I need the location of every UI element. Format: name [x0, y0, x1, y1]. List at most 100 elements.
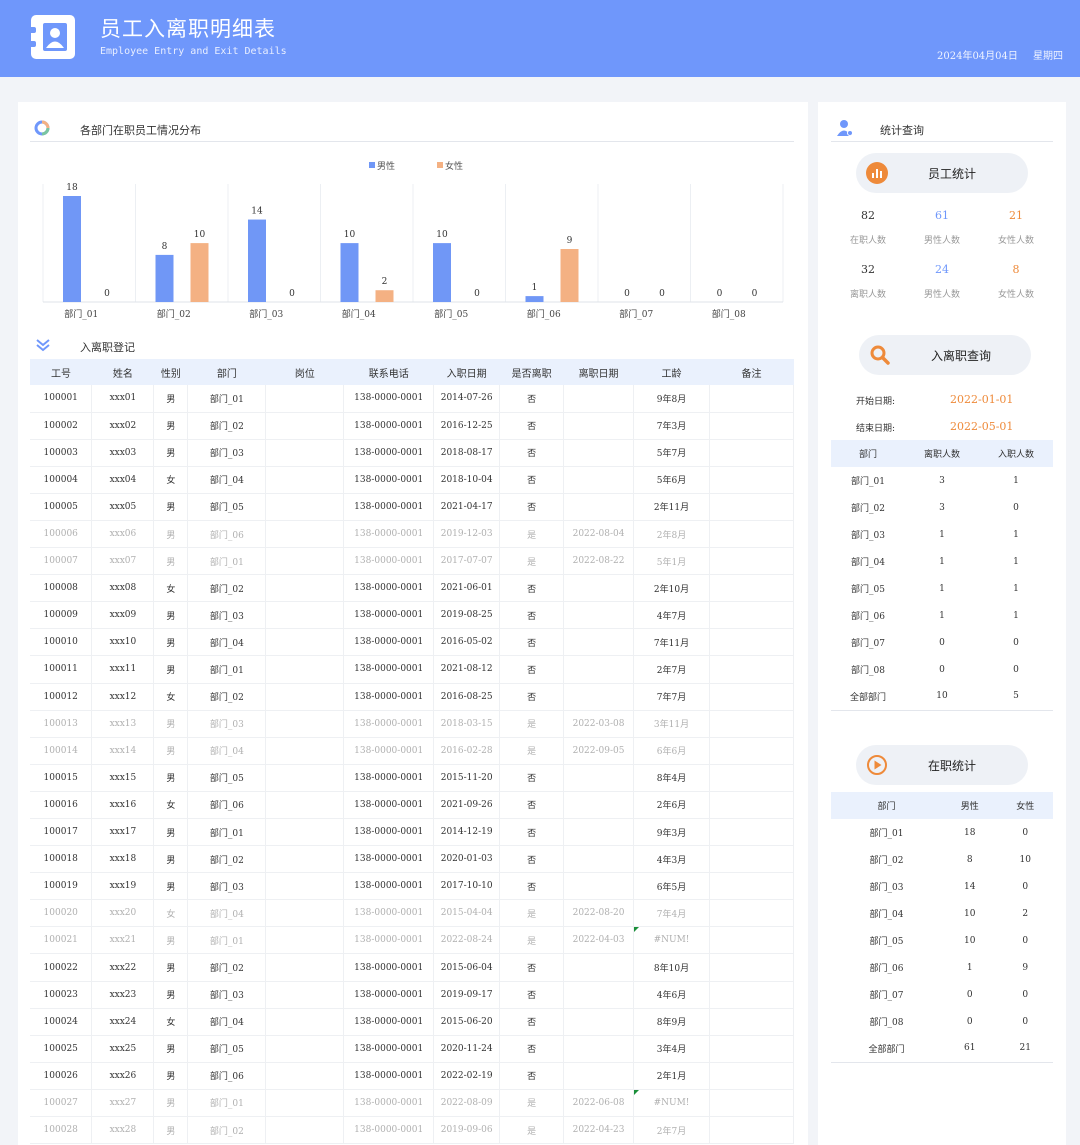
table-cell: 8年4月 [633, 764, 710, 792]
table-row[interactable]: 部门_03 1 1 [831, 521, 1053, 548]
table-row[interactable]: 100014 xxx14 男部门_04 138-0000-0001 2016-02-28… [30, 737, 795, 765]
table-row[interactable]: 100024 xxx24 女部门_04 138-0000-0001 2015-06-20… [30, 1008, 795, 1036]
double-chevron-down-icon [36, 339, 50, 352]
table-row[interactable]: 部门_08 0 0 [831, 1008, 1053, 1035]
table-row[interactable]: 100015 xxx15 男部门_05 138-0000-0001 2015-11-20… [30, 764, 795, 792]
table-cell: 100022 [30, 953, 93, 982]
table-header-row: 部门 离职人数 入职人数 [831, 440, 1053, 467]
table-cell: 1 [966, 962, 973, 973]
table-row[interactable]: 部门_01 18 0 [831, 819, 1053, 846]
table-row[interactable]: 100008 xxx08 女部门_02 138-0000-0001 2021-06-01… [30, 574, 795, 603]
stat-value: 24 [935, 263, 949, 276]
table-cell: xxx01 [91, 385, 155, 413]
table-cell: 138-0000-0001 [343, 1035, 435, 1063]
bar-male [340, 243, 359, 302]
end-date-input[interactable]: 2022-05-01 [950, 420, 1014, 433]
table-cell: 138-0000-0001 [343, 818, 435, 847]
table-row[interactable]: 部门_05 10 0 [831, 927, 1053, 954]
stat-value: 8 [1012, 263, 1020, 276]
table-row[interactable]: 100016 xxx16 女部门_06 138-0000-0001 2021-09-26… [30, 791, 795, 820]
table-cell: 1 [939, 583, 945, 594]
table-row[interactable]: 100022 xxx22 男部门_02 138-0000-0001 2015-06-04… [30, 953, 795, 982]
table-cell: 部门_02 [187, 1116, 267, 1145]
table-row[interactable]: 部门_07 0 0 [831, 629, 1053, 656]
table-row[interactable]: 部门_03 14 0 [831, 873, 1053, 900]
table-cell: xxx16 [91, 791, 155, 820]
data-label: 14 [251, 207, 263, 217]
table-row[interactable]: 部门_04 10 2 [831, 900, 1053, 927]
table-row[interactable]: 100012 xxx12 女部门_02 138-0000-0001 2016-08-25… [30, 683, 795, 711]
table-cell: xxx05 [91, 493, 155, 521]
table-cell [265, 818, 345, 847]
table-row[interactable]: 100023 xxx23 男部门_03 138-0000-0001 2019-09-17… [30, 981, 795, 1009]
staff-stats-button[interactable]: 员工统计 [856, 153, 1028, 193]
table-row[interactable]: 100006 xxx06 男部门_06 138-0000-0001 2019-12-03… [30, 520, 795, 549]
table-cell: 男 [153, 953, 189, 982]
table-cell: 2019-08-25 [433, 601, 501, 630]
table-row[interactable]: 部门_08 0 0 [831, 656, 1053, 683]
table-cell: 7年3月 [633, 412, 710, 440]
table-cell: 男 [153, 493, 189, 521]
table-row[interactable]: 部门_01 3 1 [831, 467, 1053, 494]
table-cell: 1 [939, 529, 945, 540]
table-cell [265, 981, 345, 1009]
table-row[interactable]: 全部部门 10 5 [831, 683, 1053, 711]
table-cell: 138-0000-0001 [343, 953, 435, 982]
table-row[interactable]: 部门_04 1 1 [831, 548, 1053, 575]
table-cell: 9年8月 [633, 385, 710, 413]
table-row[interactable]: 部门_02 8 10 [831, 846, 1053, 873]
table-row[interactable]: 100013 xxx13 男部门_03 138-0000-0001 2018-03-15… [30, 710, 795, 738]
table-row[interactable]: 100020 xxx20 女部门_04 138-0000-0001 2015-04-04… [30, 899, 795, 928]
table-row[interactable]: 100017 xxx17 男部门_01 138-0000-0001 2014-12-19… [30, 818, 795, 847]
table-cell: 100002 [30, 412, 93, 440]
table-row[interactable]: 100003 xxx03 男部门_03 138-0000-0001 2018-08-17… [30, 439, 795, 467]
table-row[interactable]: 部门_05 1 1 [831, 575, 1053, 602]
column-header: 女性 [997, 792, 1053, 819]
table-row[interactable]: 100004 xxx04 女部门_04 138-0000-0001 2018-10-04… [30, 466, 795, 494]
table-cell: 138-0000-0001 [343, 574, 435, 603]
table-row[interactable]: 100010 xxx10 男部门_04 138-0000-0001 2016-05-02… [30, 628, 795, 657]
table-row[interactable]: 100018 xxx18 男部门_02 138-0000-0001 2020-01-03… [30, 845, 795, 874]
column-header: 男性 [941, 792, 998, 819]
table-row[interactable]: 部门_06 1 1 [831, 602, 1053, 629]
table-row[interactable]: 100009 xxx09 男部门_03 138-0000-0001 2019-08-25… [30, 601, 795, 630]
table-row[interactable]: 100026 xxx26 男部门_06 138-0000-0001 2022-02-19… [30, 1062, 795, 1090]
table-cell [265, 1008, 345, 1036]
table-cell: 2022-08-09 [433, 1089, 501, 1118]
table-row[interactable]: 100001 xxx01 男部门_01 138-0000-0001 2014-07-26… [30, 385, 795, 413]
table-cell: 2022-08-22 [563, 547, 635, 576]
table-cell: 是 [499, 737, 565, 765]
table-cell: 2018-08-17 [433, 439, 501, 467]
table-cell: 0 [1013, 664, 1019, 675]
table-row[interactable]: 100007 xxx07 男部门_01 138-0000-0001 2017-07-07… [30, 547, 795, 576]
table-row[interactable]: 部门_02 3 0 [831, 494, 1053, 521]
entry-exit-query-button[interactable]: 入离职查询 [859, 335, 1031, 375]
table-row[interactable]: 100005 xxx05 男部门_05 138-0000-0001 2021-04-17… [30, 493, 795, 521]
table-row[interactable]: 100002 xxx02 男部门_02 138-0000-0001 2016-12-25… [30, 412, 795, 440]
bar-male [155, 254, 174, 302]
table-cell: 138-0000-0001 [343, 628, 435, 657]
table-cell: 7年11月 [633, 628, 710, 657]
table-row[interactable]: 100019 xxx19 男部门_03 138-0000-0001 2017-10-10… [30, 872, 795, 901]
table-row[interactable]: 部门_07 0 0 [831, 981, 1053, 1008]
table-row[interactable]: 全部部门 61 21 [831, 1035, 1053, 1063]
table-row[interactable]: 100027 xxx27 男部门_01 138-0000-0001 2022-08-09… [30, 1089, 795, 1118]
table-cell [709, 1008, 795, 1036]
table-cell: 男 [153, 845, 189, 874]
table-cell [563, 574, 635, 603]
start-date-input[interactable]: 2022-01-01 [950, 393, 1014, 406]
table-cell: xxx19 [91, 872, 155, 901]
table-row[interactable]: 部门_06 1 9 [831, 954, 1053, 981]
active-stats-button[interactable]: 在职统计 [856, 745, 1028, 785]
x-tick-label: 部门_02 [157, 308, 191, 320]
table-cell: 2015-04-04 [433, 899, 501, 928]
table-cell: 是 [499, 547, 565, 576]
table-row[interactable]: 100025 xxx25 男部门_05 138-0000-0001 2020-11-24… [30, 1035, 795, 1063]
table-row[interactable]: 100011 xxx11 男部门_01 138-0000-0001 2021-08-12… [30, 655, 795, 684]
table-cell: 男 [153, 628, 189, 657]
table-cell: 10 [1019, 854, 1031, 865]
table-cell: 部门_07 [869, 991, 904, 1001]
table-cell: 男 [153, 1116, 189, 1145]
table-row[interactable]: 100028 xxx28 男部门_02 138-0000-0001 2019-09-06… [30, 1116, 795, 1145]
table-row[interactable]: 100021 xxx21 男部门_01 138-0000-0001 2022-08-24… [30, 926, 795, 955]
